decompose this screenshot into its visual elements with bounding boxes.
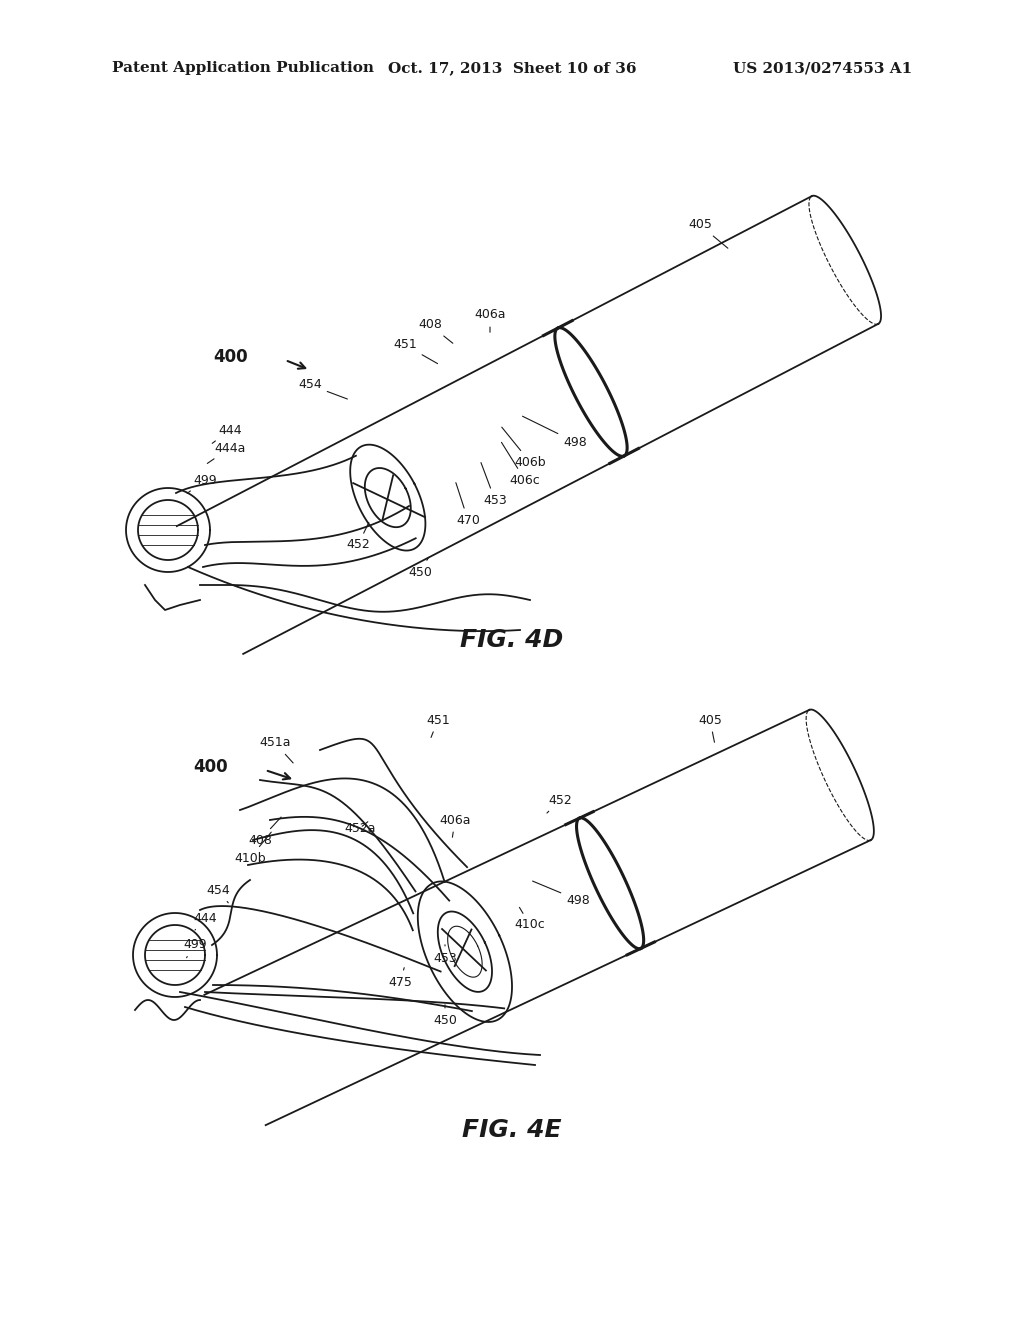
Text: 405: 405 [698,714,722,742]
Text: 444: 444 [212,424,242,444]
Text: 406a: 406a [474,309,506,333]
Text: 470: 470 [456,483,480,527]
Text: 453: 453 [433,945,457,965]
Text: Patent Application Publication: Patent Application Publication [112,61,374,75]
Text: 450: 450 [408,557,432,578]
Text: 410c: 410c [515,907,546,932]
Text: 453: 453 [481,462,507,507]
Text: 498: 498 [532,880,590,907]
Text: 406a: 406a [439,813,471,837]
Text: 400: 400 [194,758,228,776]
Text: Oct. 17, 2013  Sheet 10 of 36: Oct. 17, 2013 Sheet 10 of 36 [388,61,636,75]
Text: 410b: 410b [234,832,271,865]
Text: 498: 498 [522,416,587,449]
Text: 454: 454 [206,883,229,903]
Text: 499: 499 [183,939,207,958]
Text: 454: 454 [298,379,347,399]
Text: 452a: 452a [344,821,376,834]
Text: 406b: 406b [502,428,546,469]
Text: 405: 405 [688,219,728,248]
Text: 444a: 444a [207,441,246,463]
Text: 475: 475 [388,968,412,989]
Text: 408: 408 [418,318,453,343]
Text: 408: 408 [248,817,282,846]
Text: 452: 452 [346,523,370,552]
Text: US 2013/0274553 A1: US 2013/0274553 A1 [733,61,912,75]
Text: 451: 451 [426,714,450,738]
Text: 400: 400 [213,348,248,366]
Text: 450: 450 [433,1005,457,1027]
Text: 499: 499 [187,474,217,494]
Text: 406c: 406c [502,442,541,487]
Text: 444: 444 [194,912,217,931]
Text: 451: 451 [393,338,437,363]
Text: FIG. 4E: FIG. 4E [462,1118,562,1142]
Text: 451a: 451a [259,737,293,763]
Text: FIG. 4D: FIG. 4D [461,628,563,652]
Text: 452: 452 [547,793,571,813]
